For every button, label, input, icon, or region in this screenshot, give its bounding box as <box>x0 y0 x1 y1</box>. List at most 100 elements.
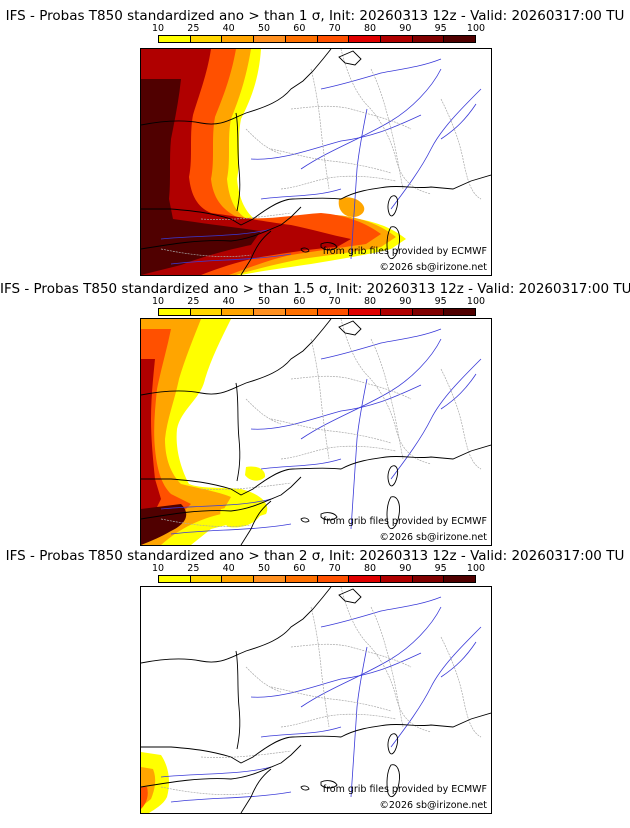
panel-title: IFS - Probas T850 standardized ano > tha… <box>5 548 625 564</box>
channel-coast-outline <box>338 50 362 66</box>
map-graphic <box>141 319 491 545</box>
region-border-line <box>245 398 282 425</box>
scale-tick-label: 50 <box>257 23 271 34</box>
scale-tick-label: 50 <box>257 563 271 574</box>
copyright-credit: ©2026 sb@irizone.net <box>379 262 487 273</box>
region-border-line <box>200 482 292 490</box>
region-border-line <box>290 105 412 130</box>
scale-tick-label: 95 <box>434 296 447 307</box>
coastline <box>141 49 332 126</box>
region-border-line <box>370 68 404 190</box>
panel-title: IFS - Probas T850 standardized ano > tha… <box>5 8 625 24</box>
scale-tick-label: 100 <box>466 563 486 574</box>
region-border-line <box>310 606 330 728</box>
channel-coast-outline <box>338 588 362 604</box>
coastline <box>235 382 241 482</box>
scale-color-segment <box>412 576 445 582</box>
sardinia-outline <box>386 764 400 797</box>
scale-color-segment <box>285 36 318 42</box>
coastline <box>141 174 491 226</box>
river-line <box>170 523 292 535</box>
source-credit: from grib files provided by ECMWF <box>322 246 487 257</box>
probability-scale: 10 25 40 50 60 70 80 90 95 100 <box>152 296 485 317</box>
scale-color-segment <box>444 576 476 582</box>
probability-area-100 <box>141 504 187 545</box>
probability-area-10 <box>245 466 266 481</box>
scale-tick-label: 10 <box>151 296 165 307</box>
source-credit: from grib files provided by ECMWF <box>322 516 487 527</box>
probability-area-100 <box>141 79 261 275</box>
map-graphic <box>141 587 491 813</box>
river-line <box>390 88 482 210</box>
scale-tick-label: 90 <box>399 296 412 307</box>
river-line <box>160 766 272 778</box>
probability-area-90 <box>141 49 351 275</box>
mallorca-outline <box>320 512 338 521</box>
region-border-line <box>290 375 412 400</box>
map-graphic <box>141 49 491 275</box>
scale-color-segment <box>222 36 255 42</box>
river-line <box>440 373 477 410</box>
scale-color-segment <box>349 576 381 582</box>
scale-tick-label: 80 <box>363 23 377 34</box>
river-line <box>260 188 342 200</box>
scale-tick-label: 40 <box>222 296 235 307</box>
coastline <box>141 744 302 813</box>
scale-color-segment <box>349 309 381 315</box>
scale-tick-label: 10 <box>151 563 165 574</box>
probability-area-40 <box>338 197 365 217</box>
scale-ticks: 10 25 40 50 60 70 80 90 95 100 <box>152 296 485 307</box>
scale-color-segment <box>380 36 413 42</box>
scale-color-segment <box>317 309 350 315</box>
scale-tick-label: 70 <box>328 296 341 307</box>
river-line <box>320 328 442 360</box>
scale-tick-label: 100 <box>466 296 486 307</box>
map-background <box>141 587 491 813</box>
river-line <box>440 641 477 678</box>
region-border-line <box>310 338 330 460</box>
region-border-line <box>440 636 482 738</box>
region-border-line <box>280 713 397 728</box>
scale-tick-label: 40 <box>222 563 235 574</box>
river-line <box>300 606 442 708</box>
panel-title: IFS - Probas T850 standardized ano > tha… <box>0 281 630 297</box>
map-panel-2: IFS - Probas T850 standardized ano > tha… <box>0 281 630 551</box>
scale-bar <box>158 308 476 316</box>
coastline <box>141 587 332 664</box>
coastline <box>235 650 241 750</box>
scale-color-segment <box>159 576 191 582</box>
scale-color-segment <box>349 36 381 42</box>
scale-bar <box>158 35 476 43</box>
region-border-line <box>160 786 252 795</box>
scale-color-segment <box>190 576 223 582</box>
river-line <box>250 114 422 160</box>
scale-color-segment <box>380 576 413 582</box>
scale-tick-label: 40 <box>222 23 235 34</box>
region-border-line <box>160 248 252 257</box>
scale-tick-label: 25 <box>187 563 200 574</box>
scale-ticks: 10 25 40 50 60 70 80 90 95 100 <box>152 23 485 34</box>
scale-color-segment <box>159 309 191 315</box>
scale-tick-label: 50 <box>257 296 271 307</box>
scale-tick-label: 90 <box>399 563 412 574</box>
river-line <box>170 253 292 265</box>
region-border-line <box>270 418 392 444</box>
scale-color-segment <box>254 36 286 42</box>
region-border-line <box>370 338 404 460</box>
scale-tick-label: 95 <box>434 563 447 574</box>
source-credit: from grib files provided by ECMWF <box>322 784 487 795</box>
region-border-line <box>200 212 292 220</box>
scale-tick-label: 60 <box>293 23 306 34</box>
corsica-outline <box>387 195 399 217</box>
scale-tick-label: 60 <box>293 296 306 307</box>
corsica-outline <box>387 465 399 487</box>
region-border-line <box>160 518 252 527</box>
river-line <box>390 358 482 480</box>
scale-color-segment <box>380 309 413 315</box>
scale-tick-label: 90 <box>399 23 412 34</box>
river-line <box>250 384 422 430</box>
scale-tick-label: 80 <box>363 563 377 574</box>
river-line <box>160 498 272 510</box>
probability-area-70 <box>141 787 148 809</box>
probability-area-90 <box>141 359 161 529</box>
